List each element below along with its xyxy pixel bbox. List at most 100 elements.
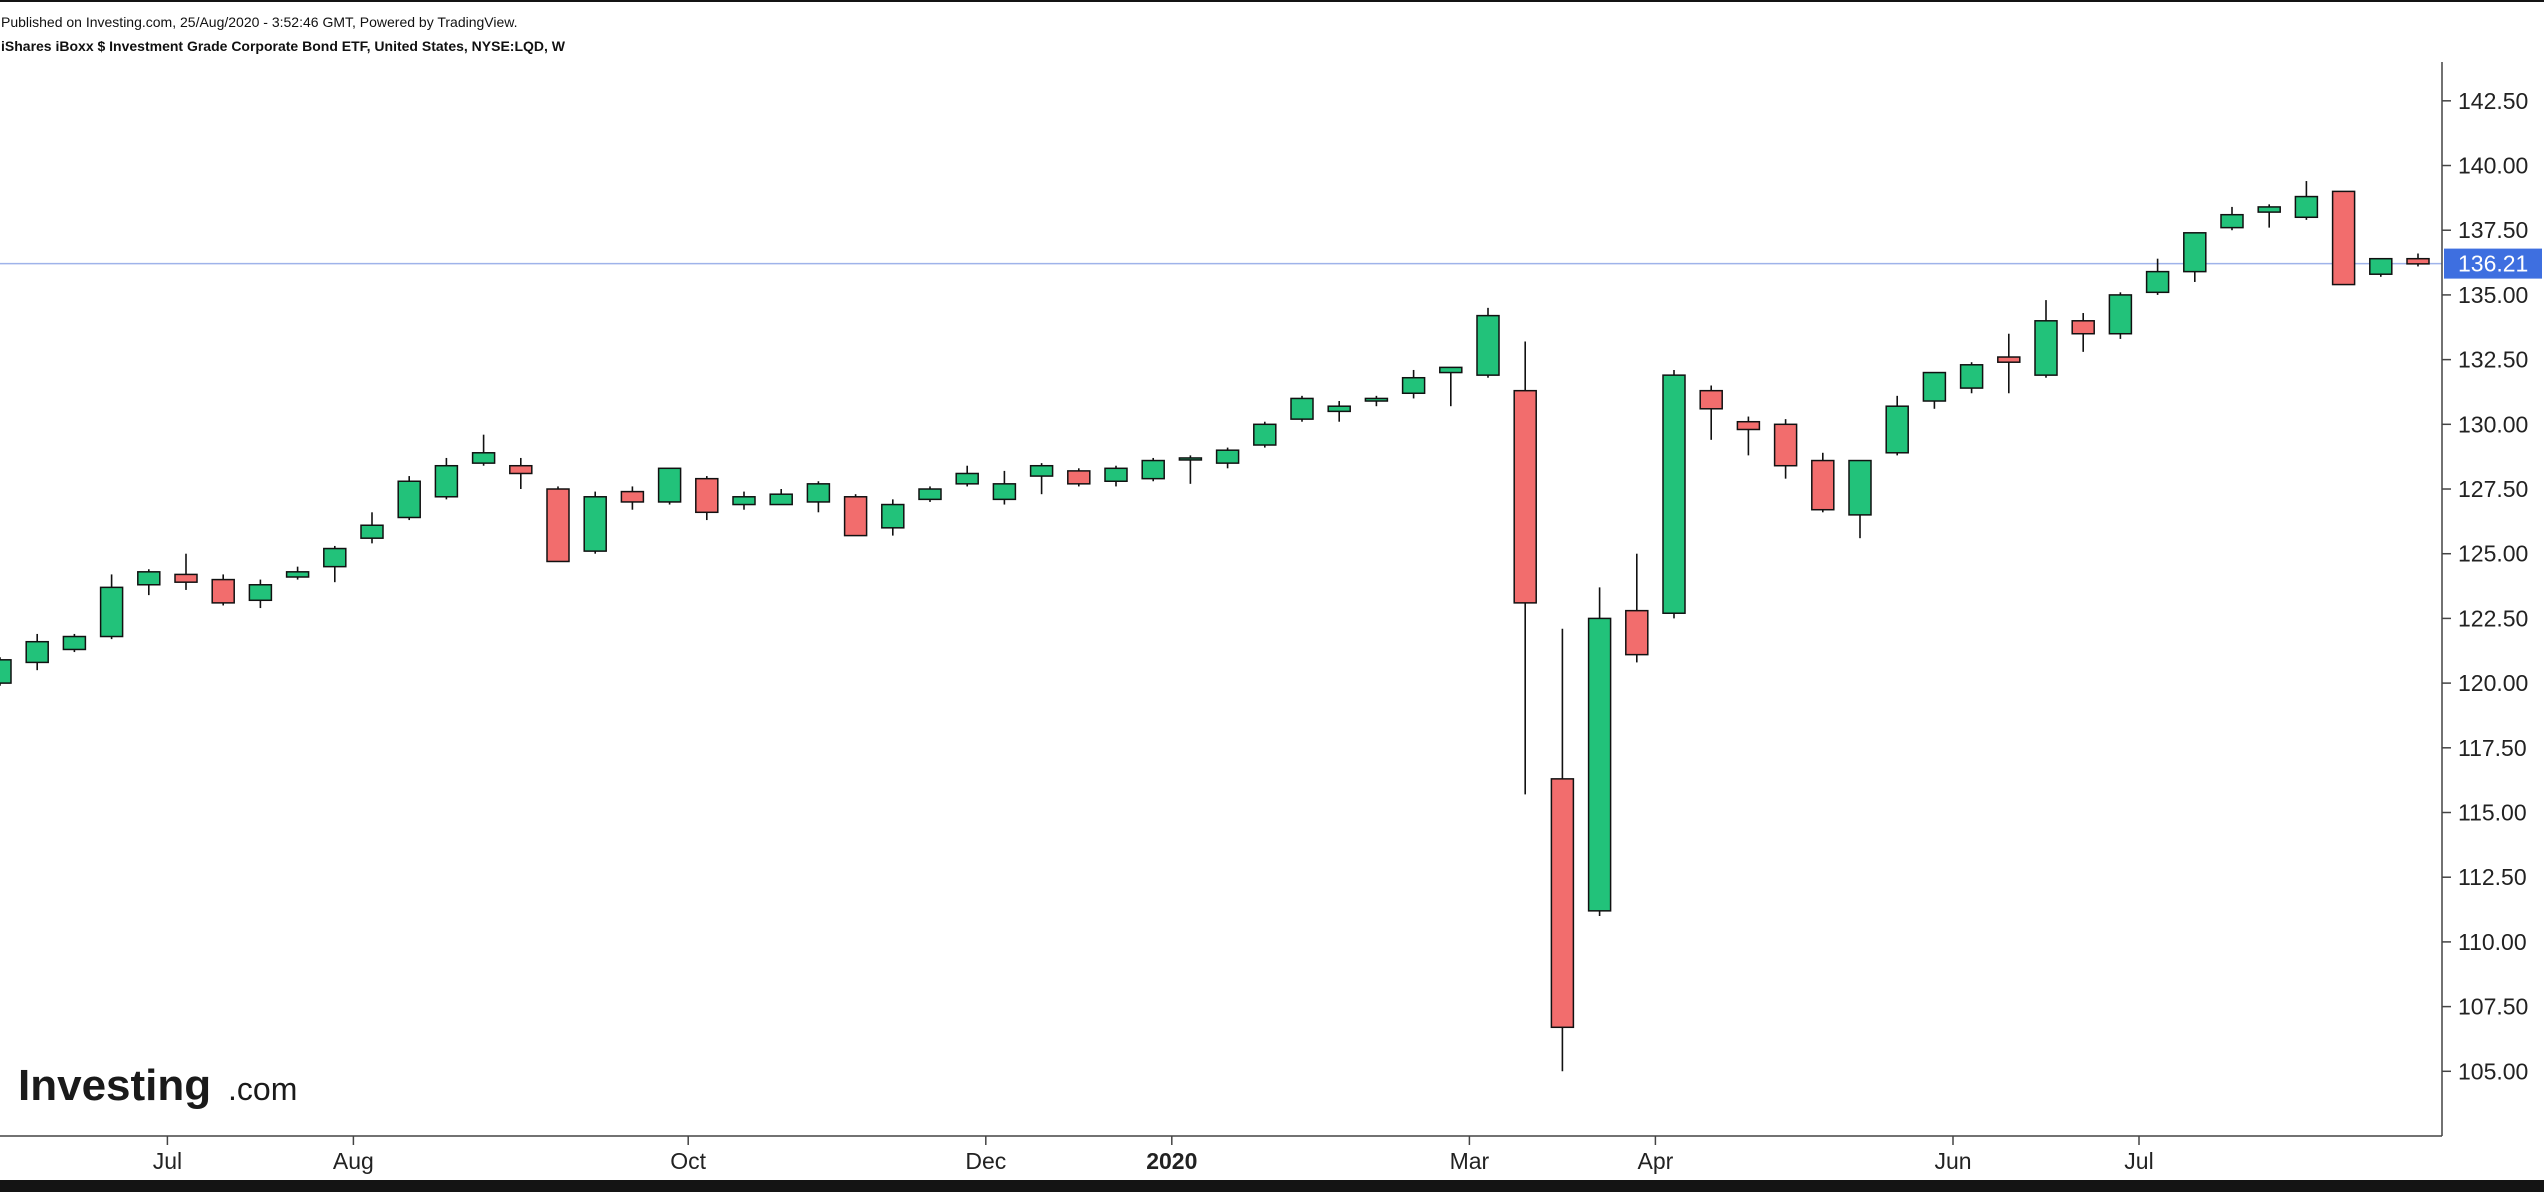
candle-body	[769, 493, 793, 506]
price-tick-label: 130.00	[2458, 411, 2528, 437]
candle-body	[137, 571, 161, 586]
candle-body	[2257, 206, 2281, 213]
candle	[1885, 395, 1909, 456]
candle-body	[1476, 314, 1500, 376]
candle-body	[918, 488, 942, 501]
candle-body	[1364, 397, 1389, 402]
candle-body	[62, 635, 87, 651]
candle-body	[2183, 232, 2207, 273]
candle-body	[1811, 459, 1835, 511]
candle-body	[1141, 459, 1165, 480]
candle	[1253, 421, 1277, 448]
candle	[1736, 416, 1761, 456]
candle-body	[583, 496, 607, 552]
candle	[2369, 257, 2393, 277]
price-tick-label: 122.50	[2458, 605, 2528, 631]
time-tick-label: Apr	[1638, 1148, 1674, 1174]
candle	[2257, 204, 2281, 228]
time-tick-label: Jun	[1934, 1148, 1971, 1174]
candle	[211, 574, 235, 606]
candle-body	[1253, 423, 1277, 446]
candle	[2294, 181, 2319, 220]
candle	[1439, 366, 1463, 407]
last-price-label: 136.21	[2458, 251, 2528, 277]
time-axis[interactable]: Jul Aug Oct Dec 2020 Mar Apr Jun Jul	[0, 1135, 2442, 1174]
candle	[99, 574, 124, 640]
candle-body	[1773, 423, 1798, 467]
price-tick-label: 137.50	[2458, 217, 2528, 243]
time-tick-label: 2020	[1146, 1148, 1197, 1174]
time-tick-label: Mar	[1450, 1148, 1490, 1174]
candle	[1476, 307, 1500, 378]
candle-body	[360, 524, 384, 539]
candle	[1178, 455, 1203, 484]
candle-body	[1215, 449, 1240, 464]
candle-body	[2034, 320, 2058, 376]
candle-body	[843, 496, 868, 537]
candle-body	[248, 584, 273, 602]
price-tick-label: 112.50	[2458, 864, 2527, 890]
candle-body	[174, 573, 198, 583]
candle-body	[397, 480, 421, 519]
candle	[434, 457, 459, 500]
candle-body	[2406, 257, 2430, 265]
candle	[0, 657, 12, 686]
candle-body	[1848, 459, 1872, 516]
price-tick-label: 125.00	[2458, 541, 2528, 567]
candle-body	[1922, 371, 1947, 402]
candle-body	[1401, 376, 1426, 395]
candle	[2145, 258, 2170, 295]
price-tick-label: 132.50	[2458, 347, 2528, 373]
candle-body	[620, 490, 645, 503]
candle	[174, 553, 198, 590]
candle-body	[1439, 366, 1463, 374]
candle	[2108, 292, 2133, 339]
candle-body	[2071, 320, 2095, 335]
candle	[695, 476, 719, 521]
candle	[1141, 457, 1165, 482]
candle-body	[211, 578, 235, 604]
candle	[583, 491, 607, 554]
candle	[509, 457, 533, 490]
candle	[1959, 362, 1984, 394]
candle-body	[25, 640, 49, 664]
candle-body	[2220, 213, 2244, 229]
candle	[955, 465, 979, 487]
price-tick-label: 142.50	[2458, 88, 2528, 114]
candle	[1067, 468, 1091, 487]
candle	[397, 476, 421, 521]
candle	[2406, 253, 2430, 267]
candle	[323, 545, 347, 583]
candle	[1215, 447, 1240, 469]
candle	[1290, 395, 1314, 422]
candle	[1773, 419, 1798, 479]
candle-body	[806, 483, 831, 503]
price-axis[interactable]: 105.00 107.50 110.00 112.50 115.00 117.50 120.…	[2441, 62, 2542, 1136]
price-tick-label: 127.50	[2458, 476, 2528, 502]
candle	[1327, 401, 1351, 422]
candle-body	[1327, 405, 1351, 413]
candle-body	[99, 586, 124, 638]
candle	[285, 566, 310, 580]
candle	[2034, 300, 2058, 378]
candle	[1625, 553, 1649, 663]
candle-body	[1736, 420, 1761, 431]
investing-logo: Investing .com	[18, 1061, 297, 1110]
candle-body	[1959, 364, 1984, 389]
candle-body	[657, 467, 682, 503]
time-tick-label: Dec	[965, 1148, 1006, 1174]
candle-body	[732, 496, 756, 506]
candle-body	[0, 659, 12, 684]
candle	[2183, 232, 2207, 282]
candle	[1364, 395, 1389, 407]
candle	[657, 467, 682, 505]
logo-wordmark: Investing	[18, 1061, 211, 1110]
candle	[843, 494, 868, 537]
bottom-border	[0, 1180, 2544, 1192]
candle-body	[1587, 617, 1612, 912]
time-tick-label: Aug	[333, 1148, 374, 1174]
candle-body	[509, 464, 533, 475]
candle	[2220, 206, 2244, 231]
candle	[918, 486, 942, 502]
